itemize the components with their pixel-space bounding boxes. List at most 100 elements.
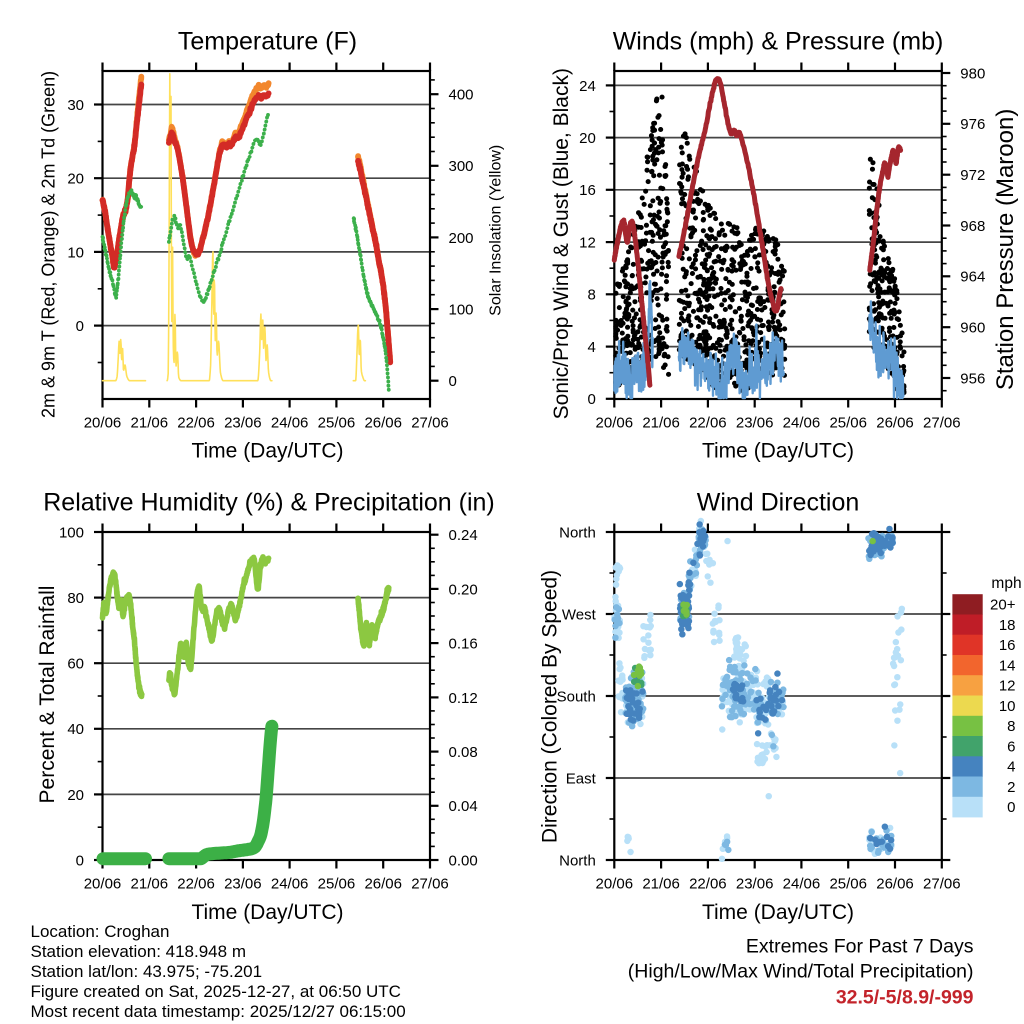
svg-text:21/06: 21/06 <box>131 415 169 432</box>
svg-text:4: 4 <box>587 339 595 356</box>
svg-text:Time (Day/UTC): Time (Day/UTC) <box>702 440 854 463</box>
svg-text:25/06: 25/06 <box>318 415 356 432</box>
svg-text:25/06: 25/06 <box>318 876 356 893</box>
svg-text:23/06: 23/06 <box>224 415 262 432</box>
svg-text:26/06: 26/06 <box>876 415 914 432</box>
svg-text:20/06: 20/06 <box>84 876 122 893</box>
svg-text:8: 8 <box>587 287 595 304</box>
svg-text:18: 18 <box>999 617 1016 634</box>
svg-text:960: 960 <box>960 320 985 337</box>
svg-text:100: 100 <box>59 524 84 541</box>
svg-text:20/06: 20/06 <box>596 876 634 893</box>
svg-text:24: 24 <box>579 78 596 95</box>
svg-text:2: 2 <box>1007 779 1015 796</box>
svg-text:24/06: 24/06 <box>271 876 309 893</box>
svg-text:20/06: 20/06 <box>84 415 122 432</box>
svg-text:(High/Low/Max Wind/Total Preci: (High/Low/Max Wind/Total Precipitation) <box>628 961 974 983</box>
svg-text:27/06: 27/06 <box>411 876 449 893</box>
svg-text:2m & 9m T (Red, Orange) & 2m T: 2m & 9m T (Red, Orange) & 2m Td (Green) <box>39 71 59 418</box>
svg-text:Time (Day/UTC): Time (Day/UTC) <box>191 440 343 463</box>
svg-text:21/06: 21/06 <box>642 415 680 432</box>
svg-text:26/06: 26/06 <box>876 876 914 893</box>
svg-text:23/06: 23/06 <box>224 876 262 893</box>
svg-text:27/06: 27/06 <box>923 415 961 432</box>
svg-text:24/06: 24/06 <box>783 415 821 432</box>
svg-text:Station lat/lon: 43.975; -75.2: Station lat/lon: 43.975; -75.201 <box>31 962 263 981</box>
svg-text:6: 6 <box>1007 738 1015 755</box>
svg-text:25/06: 25/06 <box>829 876 867 893</box>
svg-text:4: 4 <box>1007 759 1015 776</box>
svg-text:0: 0 <box>1007 799 1015 816</box>
svg-text:26/06: 26/06 <box>364 415 402 432</box>
svg-text:16: 16 <box>579 182 596 199</box>
svg-text:40: 40 <box>67 721 84 738</box>
svg-text:0.04: 0.04 <box>449 798 478 815</box>
svg-text:Percent & Total Rainfall: Percent & Total Rainfall <box>36 586 59 804</box>
svg-text:21/06: 21/06 <box>131 876 169 893</box>
svg-text:0: 0 <box>76 852 84 869</box>
svg-text:0: 0 <box>449 373 457 390</box>
svg-text:30: 30 <box>67 97 84 114</box>
svg-text:956: 956 <box>960 370 985 387</box>
svg-text:27/06: 27/06 <box>923 876 961 893</box>
svg-text:0: 0 <box>587 391 595 408</box>
svg-text:0.20: 0.20 <box>449 581 478 598</box>
svg-text:Location: Croghan: Location: Croghan <box>31 922 170 941</box>
svg-text:Most recent data timestamp: 20: Most recent data timestamp: 2025/12/27 0… <box>31 1002 406 1021</box>
svg-text:Station Pressure (Maroon): Station Pressure (Maroon) <box>992 109 1019 390</box>
svg-text:0: 0 <box>76 318 84 335</box>
svg-text:23/06: 23/06 <box>736 415 774 432</box>
svg-text:0.16: 0.16 <box>449 636 478 653</box>
svg-text:Figure created on Sat, 2025-12: Figure created on Sat, 2025-12-27, at 06… <box>31 982 401 1001</box>
svg-text:968: 968 <box>960 218 985 235</box>
svg-text:14: 14 <box>999 657 1016 674</box>
svg-text:mph: mph <box>991 575 1021 592</box>
svg-text:300: 300 <box>449 158 474 175</box>
svg-text:20: 20 <box>67 171 84 188</box>
svg-text:0.24: 0.24 <box>449 527 478 544</box>
svg-text:22/06: 22/06 <box>689 876 727 893</box>
svg-text:980: 980 <box>960 65 985 82</box>
svg-text:North: North <box>559 852 596 869</box>
svg-text:26/06: 26/06 <box>364 876 402 893</box>
svg-text:Winds (mph) & Pressure (mb): Winds (mph) & Pressure (mb) <box>613 27 944 55</box>
svg-text:Solar Insolation (Yellow): Solar Insolation (Yellow) <box>488 145 505 316</box>
svg-text:21/06: 21/06 <box>642 876 680 893</box>
svg-text:10: 10 <box>999 698 1016 715</box>
svg-text:Extremes For Past 7 Days: Extremes For Past 7 Days <box>746 936 974 958</box>
svg-text:964: 964 <box>960 269 985 286</box>
svg-text:24/06: 24/06 <box>783 876 821 893</box>
svg-text:16: 16 <box>999 637 1016 654</box>
svg-text:Sonic/Prop Wind & Gust (Blue,: Sonic/Prop Wind & Gust (Blue, Black) <box>550 68 573 419</box>
svg-text:976: 976 <box>960 116 985 133</box>
svg-text:80: 80 <box>67 590 84 607</box>
svg-text:22/06: 22/06 <box>689 415 727 432</box>
svg-text:20/06: 20/06 <box>596 415 634 432</box>
svg-text:27/06: 27/06 <box>411 415 449 432</box>
svg-text:Time (Day/UTC): Time (Day/UTC) <box>702 901 854 924</box>
svg-text:400: 400 <box>449 87 474 104</box>
svg-text:24/06: 24/06 <box>271 415 309 432</box>
svg-text:60: 60 <box>67 656 84 673</box>
svg-text:Station elevation: 418.948 m: Station elevation: 418.948 m <box>31 942 246 961</box>
svg-text:Direction (Colored By Speed): Direction (Colored By Speed) <box>539 570 562 843</box>
svg-text:22/06: 22/06 <box>177 876 215 893</box>
svg-text:972: 972 <box>960 167 985 184</box>
svg-text:32.5/-5/8.9/-999: 32.5/-5/8.9/-999 <box>836 987 974 1009</box>
svg-text:South: South <box>557 688 596 705</box>
svg-text:20: 20 <box>67 787 84 804</box>
svg-text:Relative Humidity (%) & Precip: Relative Humidity (%) & Precipitation (i… <box>43 489 495 517</box>
svg-text:20+: 20+ <box>990 597 1016 614</box>
svg-text:0.00: 0.00 <box>449 852 478 869</box>
svg-text:Wind Direction: Wind Direction <box>697 489 860 517</box>
svg-text:25/06: 25/06 <box>829 415 867 432</box>
svg-text:22/06: 22/06 <box>177 415 215 432</box>
svg-text:12: 12 <box>999 678 1016 695</box>
svg-text:20: 20 <box>579 130 596 147</box>
svg-text:East: East <box>566 770 597 787</box>
svg-text:8: 8 <box>1007 718 1015 735</box>
svg-text:Temperature (F): Temperature (F) <box>178 27 357 55</box>
svg-text:West: West <box>562 606 597 623</box>
svg-text:North: North <box>559 524 596 541</box>
svg-text:100: 100 <box>449 301 474 318</box>
